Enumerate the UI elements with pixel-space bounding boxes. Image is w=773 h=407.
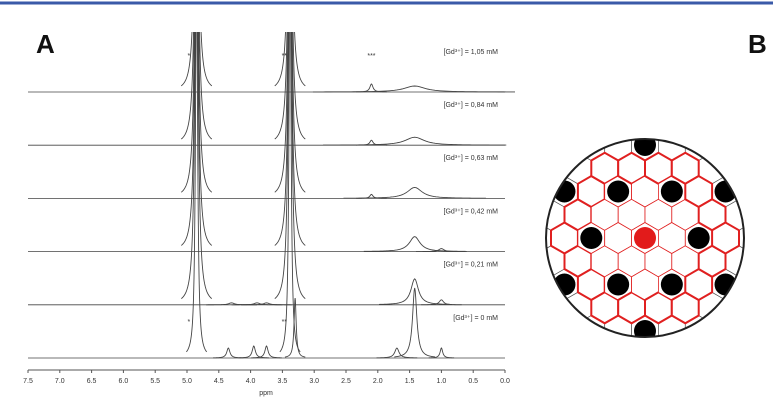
- peak: [356, 83, 387, 93]
- occupied-site: [607, 180, 630, 203]
- series-label: [Gd³⁺] = 0,42 mM: [444, 208, 499, 215]
- occupied-site: [607, 273, 630, 296]
- panel-label: A: [36, 29, 55, 59]
- peak: [428, 347, 455, 359]
- peak: [180, 32, 213, 246]
- x-tick-label: 0.5: [468, 378, 478, 385]
- series-label: [Gd³⁺] = 0,84 mM: [444, 102, 499, 109]
- peak: [421, 299, 462, 306]
- peak: [394, 287, 436, 358]
- peak: [213, 347, 244, 359]
- lattice-boundary: [545, 138, 745, 338]
- x-tick-label: 1.0: [437, 378, 447, 385]
- peak: [180, 32, 213, 87]
- occupied-site: [687, 227, 710, 249]
- x-tick-label: 4.5: [214, 378, 224, 385]
- x-tick-label: 7.5: [23, 378, 33, 385]
- series-label: [Gd³⁺] = 0,21 mM: [444, 262, 499, 269]
- peak-annotation: **: [282, 319, 288, 326]
- peak: [180, 32, 213, 299]
- peak: [279, 32, 301, 353]
- peak: [180, 32, 213, 140]
- x-tick-label: 7.0: [55, 378, 65, 385]
- peak-annotation: *: [188, 53, 191, 60]
- peak-annotation: **: [282, 53, 288, 60]
- peak: [376, 347, 418, 359]
- peak: [274, 32, 306, 299]
- peak: [251, 345, 282, 359]
- peak: [323, 136, 507, 146]
- lattice-diagram: [545, 138, 745, 338]
- peak: [343, 186, 486, 199]
- series-label: [Gd³⁺] = 0 mM: [453, 315, 498, 322]
- peak: [415, 248, 467, 252]
- spectra: [28, 32, 515, 359]
- x-tick-label: 2.5: [341, 378, 351, 385]
- series-label: [Gd³⁺] = 0,63 mM: [444, 155, 499, 162]
- occupied-site: [660, 273, 683, 296]
- peak: [274, 32, 306, 140]
- series-label: [Gd³⁺] = 1,05 mM: [444, 49, 499, 56]
- peak: [284, 297, 306, 358]
- occupied-site: [580, 227, 603, 249]
- peak: [312, 85, 515, 93]
- peak: [274, 32, 306, 87]
- x-tick-label: 3.0: [309, 378, 319, 385]
- x-tick-label: 6.0: [119, 378, 129, 385]
- peak: [180, 32, 213, 193]
- x-tick-label: 0.0: [500, 378, 510, 385]
- x-tick-label: 6.5: [87, 378, 97, 385]
- x-axis-label: ppm: [259, 390, 273, 397]
- peak-annotation: *: [188, 319, 191, 326]
- x-tick-label: 4.0: [246, 378, 256, 385]
- peak: [241, 302, 292, 306]
- peak-annotation: ***: [367, 53, 375, 60]
- x-tick-label: 5.0: [182, 378, 192, 385]
- x-tick-label: 5.5: [150, 378, 160, 385]
- hex-cell-inner: [711, 221, 740, 255]
- peak: [274, 32, 306, 193]
- peak: [274, 32, 306, 246]
- x-tick-label: 3.5: [278, 378, 288, 385]
- x-tick-label: 2.0: [373, 378, 383, 385]
- peak: [238, 345, 270, 359]
- occupied-site: [660, 180, 683, 203]
- hex-cells: [546, 139, 744, 337]
- peak: [379, 278, 451, 305]
- occupied-site: [634, 139, 656, 156]
- peak: [363, 236, 466, 252]
- peak: [186, 32, 208, 353]
- occupied-site: [634, 320, 656, 337]
- x-tick-label: 1.5: [405, 378, 415, 385]
- center-site: [634, 227, 656, 249]
- panel-label: B: [748, 29, 767, 59]
